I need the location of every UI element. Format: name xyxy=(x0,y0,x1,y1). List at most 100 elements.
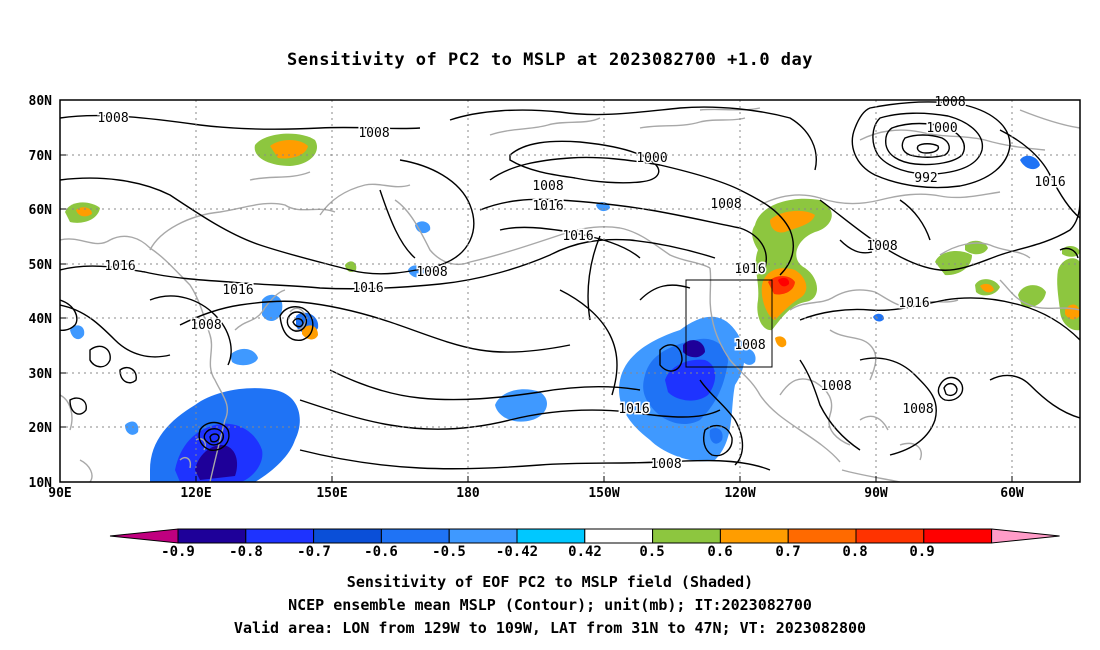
negative-sensitivity-region xyxy=(1020,155,1040,170)
map-title: Sensitivity of PC2 to MSLP at 2023082700… xyxy=(286,50,813,70)
positive-sensitivity-region xyxy=(775,336,787,348)
contour-label: 1016 xyxy=(898,296,929,311)
colorbar-segment xyxy=(719,528,789,544)
contour-label: 1016 xyxy=(352,281,383,296)
positive-sensitivity-region xyxy=(1057,258,1080,331)
contour-label: 1000 xyxy=(636,151,667,166)
colorbar xyxy=(109,528,1060,544)
lat-label: 30N xyxy=(29,367,53,382)
contour-label: 1000 xyxy=(926,121,957,136)
contour-label: 1008 xyxy=(934,95,965,110)
lat-label: 60N xyxy=(29,203,53,218)
negative-sensitivity-region xyxy=(740,348,756,365)
lon-label: 120E xyxy=(180,486,211,501)
colorbar-labels: -0.9 -0.8 -0.7 -0.6 -0.5 -0.42 0.42 0.5 … xyxy=(161,544,935,560)
colorbar-segment xyxy=(991,528,1060,544)
valid-area-box xyxy=(685,279,773,368)
lon-label: 60W xyxy=(1000,486,1024,501)
contour-label: 1016 xyxy=(104,259,135,274)
colorbar-segment xyxy=(380,528,450,544)
colorbar-label: 0.6 xyxy=(707,544,732,560)
mslp-contours xyxy=(60,101,1080,471)
colorbar-segment xyxy=(584,528,654,544)
lat-axis: 80N 70N 60N 50N 40N 30N 20N 10N xyxy=(29,94,53,491)
colorbar-segment xyxy=(516,528,586,544)
colorbar-label: -0.42 xyxy=(496,544,538,560)
contour-label: 1008 xyxy=(97,111,128,126)
contour-label: 1016 xyxy=(222,283,253,298)
colorbar-label: 0.42 xyxy=(568,544,602,560)
colorbar-label: -0.8 xyxy=(229,544,263,560)
negative-sensitivity-region xyxy=(230,348,258,366)
colorbar-segment xyxy=(177,528,247,544)
axis-ticks xyxy=(59,99,1013,483)
map-frame xyxy=(59,99,1081,483)
lat-label: 80N xyxy=(29,94,53,109)
contour-label-group: 1008 1008 1008 1008 1000 1000 992 1016 1… xyxy=(96,94,1067,474)
colorbar-segment xyxy=(787,528,857,544)
lon-label: 90W xyxy=(864,486,888,501)
colorbar-label: 0.7 xyxy=(775,544,800,560)
negative-sensitivity-region xyxy=(195,445,238,480)
contour-label: 1008 xyxy=(650,457,681,472)
negative-sensitivity-region xyxy=(665,359,716,401)
contour-label: 1016 xyxy=(562,229,593,244)
colorbar-segment xyxy=(855,528,925,544)
colorbar-label: -0.9 xyxy=(161,544,195,560)
colorbar-segment xyxy=(245,528,315,544)
positive-sensitivity-region xyxy=(980,283,994,293)
footer-line-1: Sensitivity of EOF PC2 to MSLP field (Sh… xyxy=(346,573,754,591)
negative-sensitivity-region xyxy=(408,265,425,278)
positive-sensitivity-region xyxy=(270,140,308,159)
lat-label: 10N xyxy=(29,476,53,491)
contour-label: 1016 xyxy=(532,199,563,214)
lon-axis: 90E 120E 150E 180 150W 120W 90W 60W xyxy=(48,486,1024,501)
negative-sensitivity-region xyxy=(125,421,139,435)
colorbar-label: 0.9 xyxy=(909,544,934,560)
lat-label: 40N xyxy=(29,312,53,327)
lon-label: 90E xyxy=(48,486,71,501)
coastlines xyxy=(60,107,1080,482)
contour-label: 1008 xyxy=(358,126,389,141)
colorbar-segment xyxy=(109,528,179,544)
contour-label: 1016 xyxy=(618,402,649,417)
gridlines xyxy=(60,100,1080,482)
lon-label: 150E xyxy=(316,486,347,501)
footer-line-2: NCEP ensemble mean MSLP (Contour); unit(… xyxy=(288,596,812,614)
contour-label: 1008 xyxy=(866,239,897,254)
negative-sensitivity-region xyxy=(683,340,705,358)
colorbar-segment xyxy=(923,528,993,544)
contour-label: 1016 xyxy=(1034,175,1065,190)
positive-sensitivity-region xyxy=(1018,285,1046,308)
colorbar-segment xyxy=(652,528,721,544)
colorbar-label: -0.5 xyxy=(432,544,466,560)
contour-label: 1008 xyxy=(820,379,851,394)
negative-sensitivity-region xyxy=(873,313,884,322)
positive-sensitivity-region xyxy=(935,250,972,276)
colorbar-label: -0.7 xyxy=(297,544,331,560)
colorbar-label: 0.5 xyxy=(639,544,664,560)
negative-sensitivity-region xyxy=(415,221,431,234)
colorbar-label: 0.8 xyxy=(842,544,867,560)
positive-sensitivity-region xyxy=(76,207,92,217)
negative-sensitivity-region xyxy=(495,389,547,422)
contour-label: 1008 xyxy=(190,318,221,333)
contour-label: 1008 xyxy=(734,338,765,353)
lon-label: 150W xyxy=(588,486,619,501)
lat-label: 20N xyxy=(29,421,53,436)
contour-label: 1008 xyxy=(710,197,741,212)
colorbar-segment xyxy=(313,528,382,544)
footer-line-3: Valid area: LON from 129W to 109W, LAT f… xyxy=(233,619,867,637)
negative-sensitivity-region xyxy=(709,428,723,444)
negative-sensitivity-region xyxy=(70,325,85,340)
colorbar-label: -0.6 xyxy=(364,544,398,560)
contour-label: 1016 xyxy=(734,262,765,277)
positive-sensitivity-region xyxy=(302,325,318,340)
contour-label: 1008 xyxy=(532,179,563,194)
positive-sensitivity-region xyxy=(778,277,790,287)
contour-label: 992 xyxy=(914,171,937,186)
colorbar-segment xyxy=(448,528,518,544)
lon-label: 180 xyxy=(456,486,480,501)
lat-label: 50N xyxy=(29,258,53,273)
